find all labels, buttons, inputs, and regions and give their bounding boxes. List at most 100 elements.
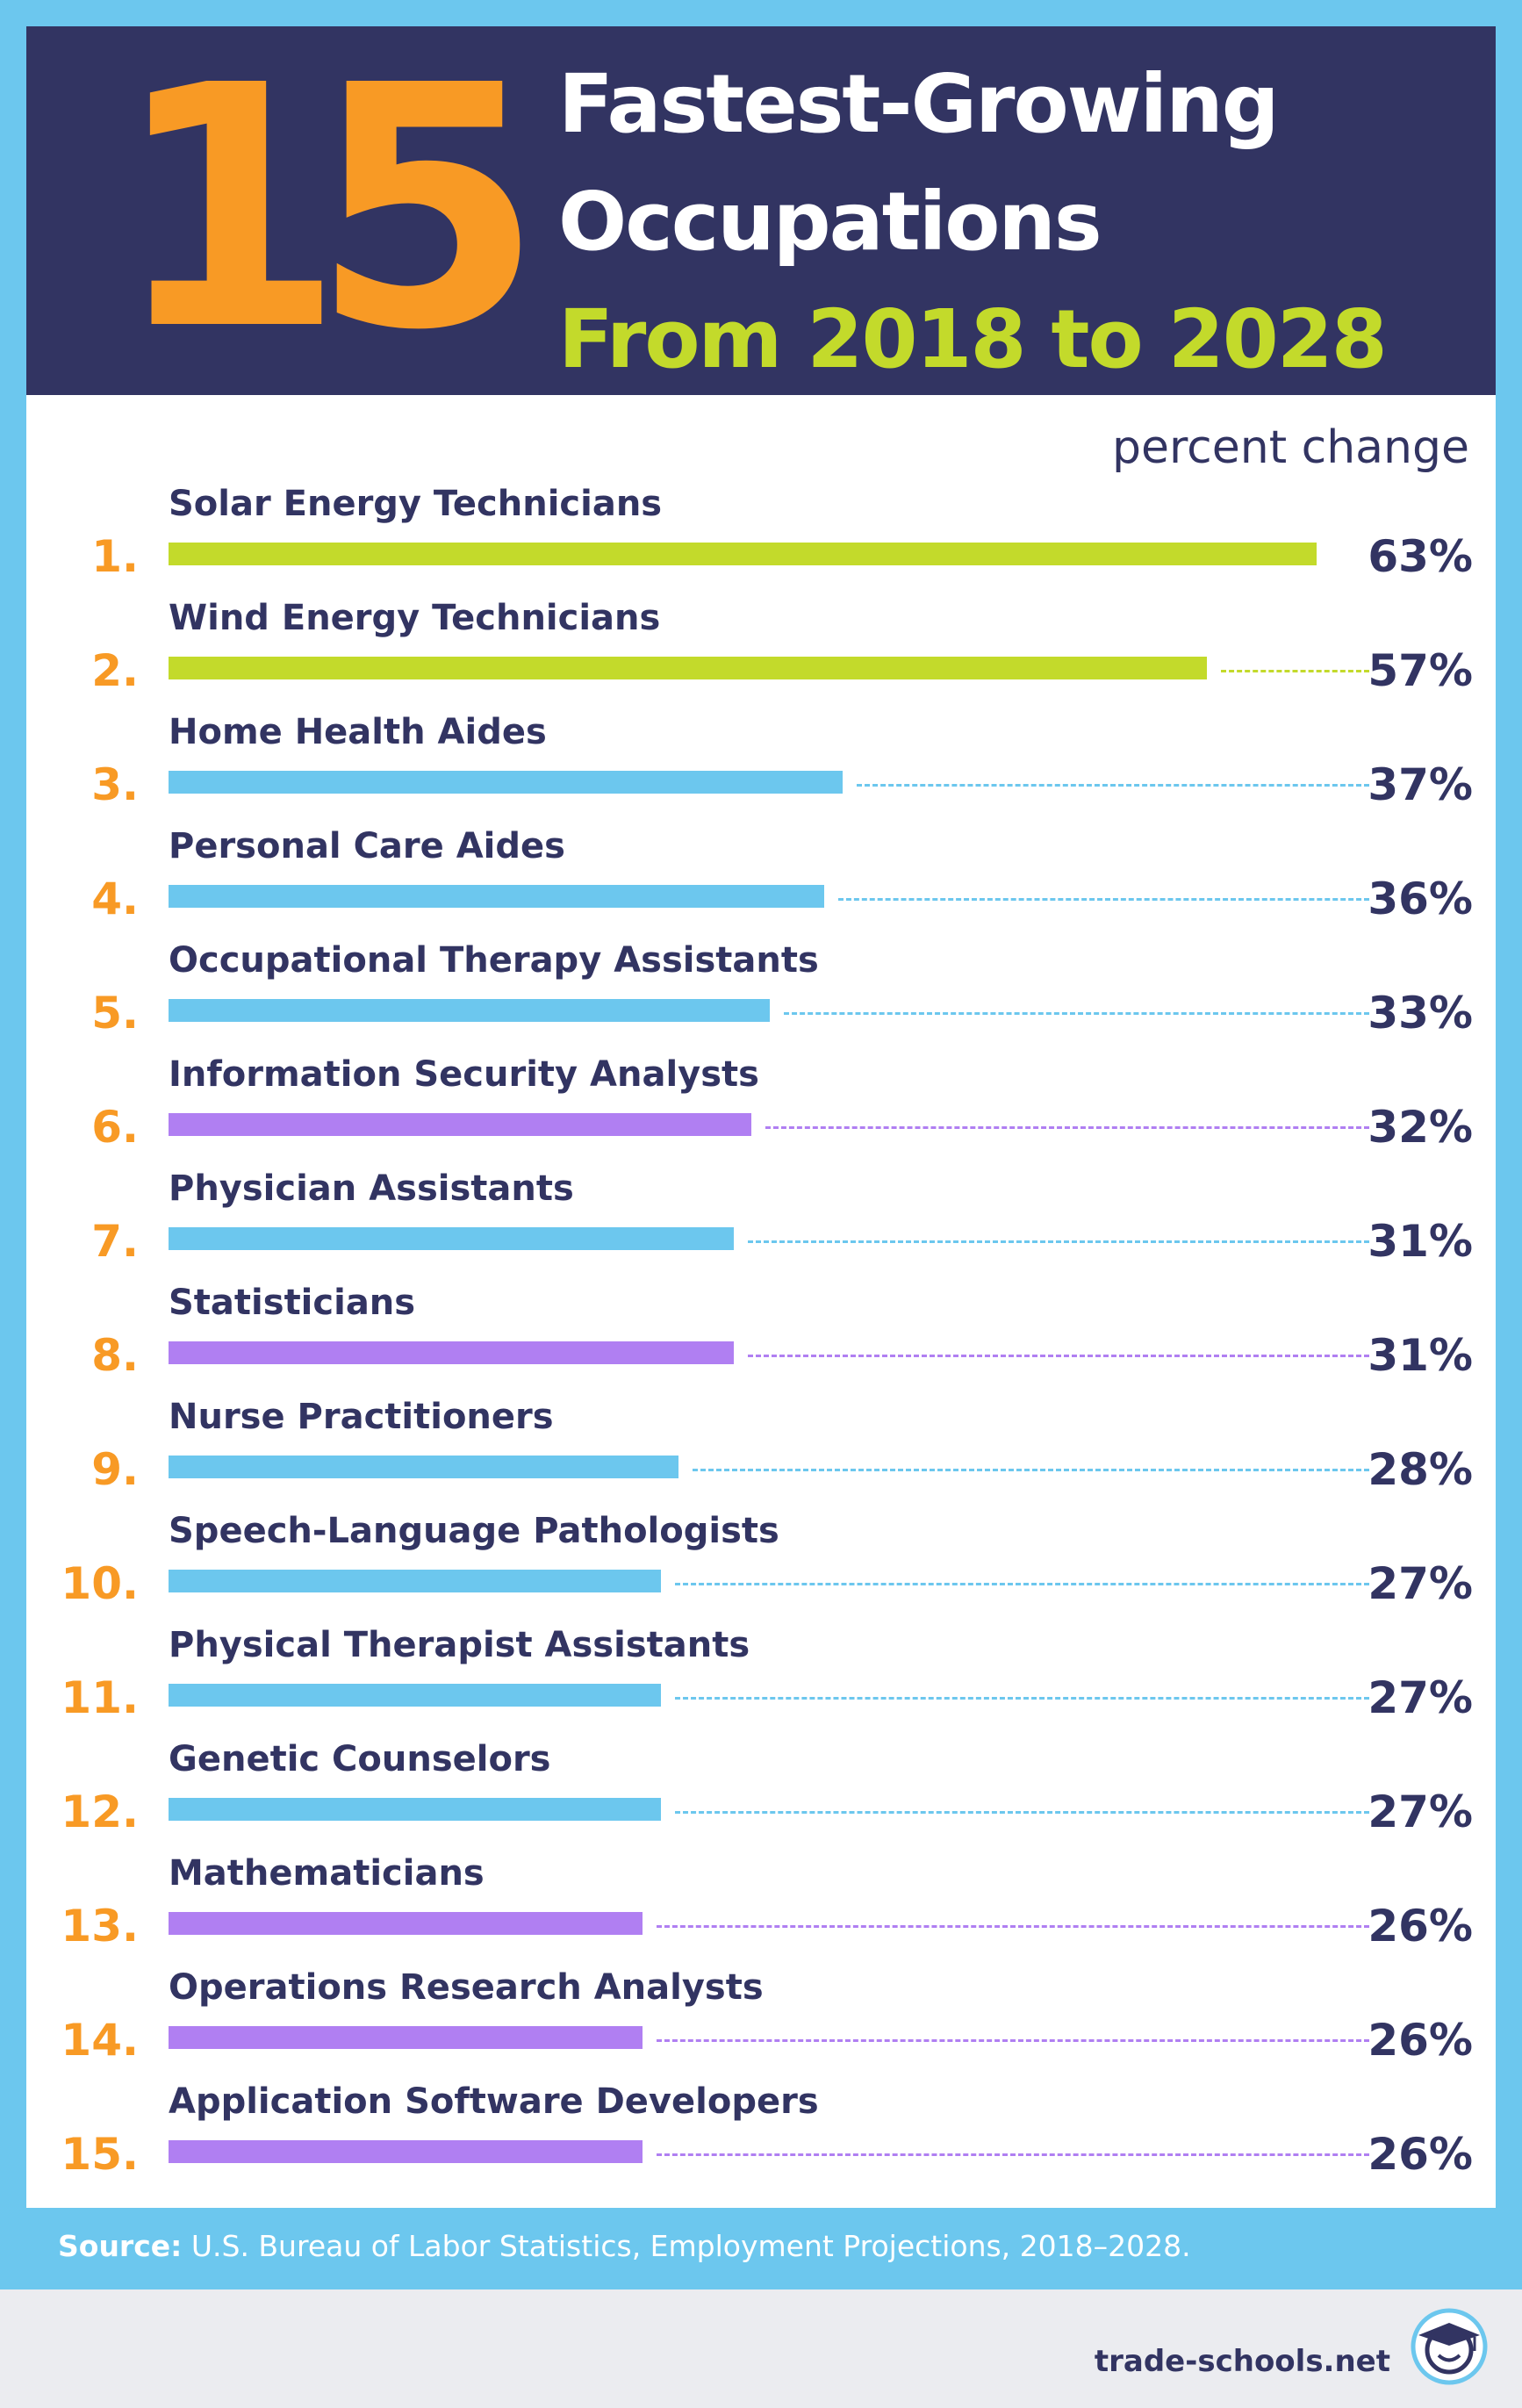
value-label: 37% bbox=[1368, 759, 1473, 810]
leader-line bbox=[675, 1811, 1369, 1814]
source-label: Source: bbox=[58, 2229, 183, 2263]
category-label: Wind Energy Technicians bbox=[169, 598, 661, 638]
value-label: 26% bbox=[1368, 2129, 1473, 2180]
leader-line bbox=[657, 2039, 1369, 2042]
rank-label: 1. bbox=[91, 531, 139, 582]
rank-label: 5. bbox=[91, 988, 139, 1039]
rank-label: 11. bbox=[61, 1672, 139, 1723]
chart-row: Speech-Language Pathologists 10. 27% bbox=[26, 1510, 1496, 1624]
data-bar bbox=[169, 885, 824, 908]
leader-line bbox=[784, 1012, 1369, 1015]
value-label: 27% bbox=[1368, 1786, 1473, 1837]
chart-row: Statisticians 8. 31% bbox=[26, 1282, 1496, 1396]
rank-label: 2. bbox=[91, 645, 139, 696]
chart-row: Personal Care Aides 4. 36% bbox=[26, 825, 1496, 939]
chart-row: Home Health Aides 3. 37% bbox=[26, 711, 1496, 825]
rank-label: 3. bbox=[91, 759, 139, 810]
data-bar bbox=[169, 999, 770, 1022]
source-note: Source: U.S. Bureau of Labor Statistics,… bbox=[58, 2225, 1191, 2268]
category-label: Home Health Aides bbox=[169, 712, 547, 752]
data-bar bbox=[169, 1684, 661, 1707]
chart-row: Physician Assistants 7. 31% bbox=[26, 1168, 1496, 1282]
headline-line-3: From 2018 to 2028 bbox=[558, 292, 1388, 386]
value-axis-label: percent change bbox=[1111, 421, 1469, 474]
data-bar bbox=[169, 1912, 643, 1935]
value-label: 31% bbox=[1368, 1330, 1473, 1381]
rank-label: 14. bbox=[61, 2015, 139, 2066]
value-label: 57% bbox=[1368, 645, 1473, 696]
value-label: 36% bbox=[1368, 873, 1473, 924]
chart-row: Wind Energy Technicians 2. 57% bbox=[26, 597, 1496, 711]
data-bar bbox=[169, 771, 843, 794]
category-label: Statisticians bbox=[169, 1283, 416, 1323]
data-bar bbox=[169, 1456, 678, 1478]
leader-line bbox=[675, 1697, 1369, 1700]
value-label: 26% bbox=[1368, 2015, 1473, 2066]
value-label: 32% bbox=[1368, 1102, 1473, 1153]
chart-row: Nurse Practitioners 9. 28% bbox=[26, 1396, 1496, 1510]
rank-label: 9. bbox=[91, 1444, 139, 1495]
rank-label: 8. bbox=[91, 1330, 139, 1381]
category-label: Nurse Practitioners bbox=[169, 1397, 554, 1437]
data-bar bbox=[169, 1570, 661, 1592]
leader-line bbox=[748, 1240, 1369, 1243]
chart-row: Physical Therapist Assistants 11. 27% bbox=[26, 1624, 1496, 1738]
header-banner: 15 Fastest-Growing Occupations From 2018… bbox=[26, 26, 1496, 395]
chart-row: Information Security Analysts 6. 32% bbox=[26, 1053, 1496, 1168]
page-frame: 15 Fastest-Growing Occupations From 2018… bbox=[0, 0, 1522, 2289]
data-bar bbox=[169, 657, 1207, 679]
chart-row: Application Software Developers 15. 26% bbox=[26, 2081, 1496, 2195]
leader-line bbox=[693, 1469, 1369, 1471]
category-label: Application Software Developers bbox=[169, 2081, 819, 2122]
data-bar bbox=[169, 2026, 643, 2049]
rank-label: 10. bbox=[61, 1558, 139, 1609]
rank-label: 7. bbox=[91, 1216, 139, 1267]
value-label: 31% bbox=[1368, 1216, 1473, 1267]
headline-line-2: Occupations bbox=[558, 175, 1102, 269]
chart-row: Solar Energy Technicians 1. 63% bbox=[26, 483, 1496, 597]
category-label: Genetic Counselors bbox=[169, 1739, 551, 1779]
value-label: 63% bbox=[1368, 531, 1473, 582]
leader-line bbox=[657, 1925, 1369, 1928]
rank-label: 15. bbox=[61, 2129, 139, 2180]
chart-row: Operations Research Analysts 14. 26% bbox=[26, 1966, 1496, 2081]
graduation-cap-logo-icon bbox=[1411, 2308, 1488, 2385]
value-label: 27% bbox=[1368, 1558, 1473, 1609]
category-label: Information Security Analysts bbox=[169, 1054, 759, 1095]
category-label: Operations Research Analysts bbox=[169, 1967, 764, 2008]
chart-row: Occupational Therapy Assistants 5. 33% bbox=[26, 939, 1496, 1053]
headline-number: 15 bbox=[112, 14, 543, 403]
category-label: Personal Care Aides bbox=[169, 826, 565, 866]
chart-row: Mathematicians 13. 26% bbox=[26, 1852, 1496, 1966]
data-bar bbox=[169, 1798, 661, 1821]
leader-line bbox=[838, 898, 1369, 901]
leader-line bbox=[748, 1355, 1369, 1357]
rank-label: 12. bbox=[61, 1786, 139, 1837]
category-label: Occupational Therapy Assistants bbox=[169, 940, 819, 981]
data-bar bbox=[169, 543, 1317, 565]
category-label: Solar Energy Technicians bbox=[169, 484, 663, 524]
data-bar bbox=[169, 2140, 643, 2163]
data-bar bbox=[169, 1227, 734, 1250]
chart-panel: percent change Solar Energy Technicians 1… bbox=[26, 395, 1496, 2208]
category-label: Physician Assistants bbox=[169, 1168, 574, 1209]
chart-row: Genetic Counselors 12. 27% bbox=[26, 1738, 1496, 1852]
headline-line-1: Fastest-Growing bbox=[558, 57, 1280, 151]
category-label: Physical Therapist Assistants bbox=[169, 1625, 750, 1665]
value-label: 27% bbox=[1368, 1672, 1473, 1723]
value-label: 28% bbox=[1368, 1444, 1473, 1495]
category-label: Mathematicians bbox=[169, 1853, 485, 1894]
rank-label: 13. bbox=[61, 1901, 139, 1952]
data-bar bbox=[169, 1341, 734, 1364]
leader-line bbox=[1221, 670, 1369, 672]
value-label: 33% bbox=[1368, 988, 1473, 1039]
brand-name: trade-schools.net bbox=[1094, 2344, 1390, 2379]
value-label: 26% bbox=[1368, 1901, 1473, 1952]
category-label: Speech-Language Pathologists bbox=[169, 1511, 779, 1551]
source-text: U.S. Bureau of Labor Statistics, Employm… bbox=[182, 2229, 1191, 2263]
data-bar bbox=[169, 1113, 751, 1136]
leader-line bbox=[857, 784, 1369, 787]
rank-label: 6. bbox=[91, 1102, 139, 1153]
leader-line bbox=[657, 2153, 1369, 2156]
rank-label: 4. bbox=[91, 873, 139, 924]
